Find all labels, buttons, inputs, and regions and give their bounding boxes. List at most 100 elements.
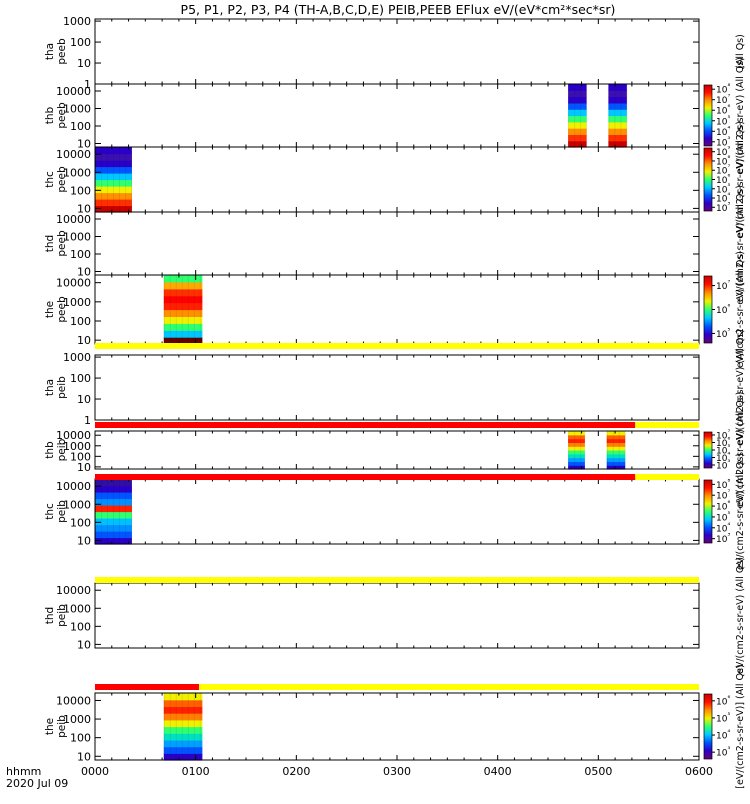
y-tick-label: 10000 — [56, 277, 91, 290]
colorbar-units-label: eV/(cm2-s-sr-eV) (All Qs) — [735, 392, 746, 509]
y-tick-label: 100 — [70, 120, 91, 133]
panel-label-instrument: peeb — [56, 296, 68, 323]
colorbar-gradient-bar — [703, 84, 713, 147]
spectrogram-band — [568, 128, 587, 135]
spectrogram-band — [163, 330, 203, 338]
spectrogram-band — [606, 461, 626, 466]
spectrogram-stripe — [131, 479, 132, 544]
colorbar-tick-label: 10⁷ — [716, 489, 730, 502]
spectrogram-band — [95, 153, 132, 161]
y-tick-label: 1000 — [63, 602, 91, 615]
colorbar-tick-label: 10⁸ — [716, 478, 730, 491]
spectrogram-band — [95, 186, 132, 194]
panel-label-probe: thc — [44, 171, 56, 188]
quality-flag-bar-thb-peib — [95, 422, 699, 428]
spectrogram-band — [568, 121, 587, 129]
spectrogram-stripe — [107, 479, 108, 544]
quality-flag-bar-thc-peib — [95, 474, 699, 480]
spectrogram-band — [163, 275, 203, 283]
spectrogram-band — [568, 457, 585, 462]
panel-label-instrument: peeb — [56, 230, 68, 257]
spectrogram-band — [95, 505, 132, 513]
spectrogram-stripe — [580, 84, 582, 147]
panel-label-probe: the — [44, 718, 56, 735]
colorbar-tick-label: 10⁵ — [716, 327, 730, 340]
spectrogram-band — [568, 453, 585, 459]
spectrogram-band — [568, 438, 585, 443]
spectrogram-band — [95, 518, 132, 526]
spectrogram-stripe — [574, 84, 576, 147]
spectrogram-band — [568, 450, 585, 455]
spectrogram-stripe — [193, 693, 195, 760]
y-tick-label: 1000 — [63, 713, 91, 726]
y-tick-label: 10 — [77, 138, 91, 151]
quality-flag-segment — [95, 343, 699, 349]
y-tick-label: 100 — [70, 620, 91, 633]
colorbar-units-label: eV/(cm2-s-sr-eV) (All Qs) — [735, 329, 746, 446]
spectrogram-band — [163, 753, 203, 761]
spectrogram-band — [163, 706, 203, 714]
spectrogram-stripe — [624, 431, 626, 469]
spectrogram-stripe — [574, 431, 576, 469]
y-tick-label: 10 — [77, 202, 91, 215]
spectrogram-band — [608, 121, 627, 129]
spectrogram-band — [95, 173, 132, 181]
spectrogram-block — [163, 693, 203, 761]
colorbar-tick-label: 10⁶ — [716, 500, 730, 513]
spectrogram-band — [568, 102, 587, 110]
quality-flag-bar-thd-peib — [95, 577, 699, 583]
spectrogram-band — [606, 465, 626, 470]
colorbar-tick-label: 10⁶ — [716, 173, 730, 186]
colorbar-tick-label: 10⁶ — [716, 303, 730, 316]
colorbar-tick-label: 10⁶ — [716, 104, 730, 117]
y-tick-label: 10000 — [56, 694, 91, 707]
colorbar-units-label: eV/(cm2-s-sr-eV) (All Qs) — [735, 453, 746, 570]
y-tick-label: 10 — [77, 461, 91, 474]
spectrogram-stripe — [181, 693, 183, 760]
y-tick-label: 10000 — [56, 148, 91, 161]
y-tick-label: 10 — [77, 534, 91, 547]
chart-title: P5, P1, P2, P3, P4 (TH-A,B,C,D,E) PEIB,P… — [181, 2, 616, 17]
quality-flag-segment — [635, 474, 699, 480]
spectrogram-stripe — [101, 147, 102, 212]
panel-label-probe: thd — [44, 607, 56, 624]
spectrogram-stripe — [626, 84, 628, 147]
colorbar-units-label: eV/(cm2-s-sr-eV) (All Qs) — [735, 251, 746, 368]
spectrogram-band — [606, 453, 626, 459]
y-tick-label: 1000 — [63, 498, 91, 511]
spectrogram-band — [568, 134, 587, 142]
spectrogram-band — [95, 531, 132, 539]
x-tick-label: 0000 — [81, 765, 109, 778]
spectrogram-band — [163, 288, 203, 297]
spectrogram-band — [608, 109, 627, 117]
colorbar-units-label: eV/(cm2-s-sr-eV) (All Qs) — [735, 185, 746, 302]
panel-label-probe: tha — [44, 379, 56, 396]
spectrogram-band — [568, 465, 585, 470]
spectrogram-band — [163, 316, 203, 324]
x-axis-units-label: hhmm — [6, 765, 41, 778]
y-tick-label: 10 — [77, 638, 91, 651]
panel-frame — [94, 18, 700, 85]
panel-label-instrument: peib — [56, 376, 68, 399]
spectrogram-band — [606, 450, 626, 455]
y-tick-label: 100 — [70, 36, 91, 49]
spectrogram-band — [163, 323, 203, 331]
spectrogram-band — [606, 434, 626, 440]
spectrogram-band — [568, 431, 585, 436]
spectrogram-band — [95, 511, 132, 519]
spectrogram-stripe — [119, 479, 120, 544]
y-tick-label: 10000 — [56, 480, 91, 493]
spectrogram-stripe — [119, 147, 120, 212]
panel-tha-peib: 1000 100 10 1 tha peib eV/(cm2-s-sr-eV) (All Q… — [44, 329, 746, 446]
y-tick-label: 1000 — [63, 15, 91, 28]
spectrogram-band — [95, 147, 132, 155]
spectrogram-stripe — [568, 431, 570, 469]
panel-label-instrument: peeb — [56, 166, 68, 193]
colorbar-tick-label: 10⁵ — [716, 182, 730, 195]
y-tick-label: 100 — [70, 372, 91, 385]
